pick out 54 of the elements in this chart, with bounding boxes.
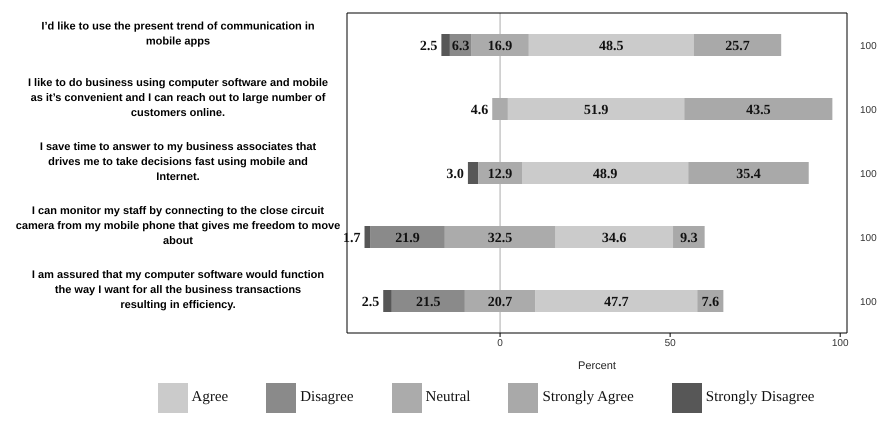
bar	[364, 226, 370, 248]
x-tick-label: 100	[832, 338, 849, 350]
text: 100	[860, 41, 878, 52]
legend-label: Strongly Disagree	[706, 389, 814, 406]
y-tick-label: I am assured that my computer software would function the way I want for all the business transactions resulting in efficiency.	[32, 269, 324, 311]
data-label: 6.3	[452, 39, 470, 54]
bar	[535, 290, 698, 312]
bar	[684, 98, 832, 120]
y-tick-label: I’d like to use the present trend of communication in mobile apps	[41, 20, 315, 48]
bar	[522, 162, 688, 184]
data-label: 2.5	[362, 295, 380, 310]
data-label: 48.9	[592, 167, 618, 182]
bar	[688, 162, 809, 184]
data-label: 21.9	[395, 231, 420, 246]
x-tick-label: 0	[497, 338, 504, 350]
data-label: 21.5	[416, 295, 441, 310]
data-label: 12.9	[488, 167, 512, 182]
data-label: 4.6	[470, 103, 488, 118]
data-label: 43.5	[746, 103, 771, 118]
text: 100	[860, 169, 878, 180]
data-label: 9.3	[680, 231, 698, 246]
x-axis-title: Percent	[578, 360, 616, 372]
legend-label: Agree	[192, 389, 228, 406]
data-label: 2.5	[420, 39, 438, 54]
data-label: 32.5	[488, 231, 512, 246]
bar	[694, 34, 782, 56]
bar	[441, 34, 450, 56]
legend-label: Neutral	[426, 389, 470, 406]
bar	[468, 162, 478, 184]
data-label: 25.7	[725, 39, 750, 54]
text: 100	[860, 297, 878, 308]
data-label: 3.0	[446, 167, 464, 182]
bar	[383, 290, 392, 312]
y-tick-label: I like to do business using computer software and mobile as it’s convenient and I can reach out to large number of customers online.	[28, 77, 328, 119]
bar	[528, 34, 694, 56]
y-tick-label: I save time to answer to my business associates that drives me to take decisions fast using mobile and Internet.	[40, 141, 316, 183]
bar	[508, 98, 684, 120]
legend-label: Strongly Agree	[542, 389, 634, 406]
data-label: 34.6	[602, 231, 626, 246]
data-label: 20.7	[488, 295, 512, 310]
data-label: 35.4	[736, 167, 761, 182]
data-label: 48.5	[599, 39, 624, 54]
bar	[555, 226, 674, 248]
data-label: 16.9	[488, 39, 512, 54]
bar	[392, 290, 465, 312]
data-label: 51.9	[584, 103, 608, 118]
y-tick-label: I can monitor my staff by connecting to the close circuit camera from my mobile phone that gives me freedom to move about	[16, 205, 340, 247]
x-tick-label: 50	[664, 338, 676, 350]
bar	[370, 226, 445, 248]
text: 100	[860, 105, 878, 116]
data-label: 47.7	[604, 295, 629, 310]
data-label: 7.6	[702, 295, 720, 310]
legend-label: Disagree	[300, 389, 354, 406]
text: 100	[860, 233, 878, 244]
